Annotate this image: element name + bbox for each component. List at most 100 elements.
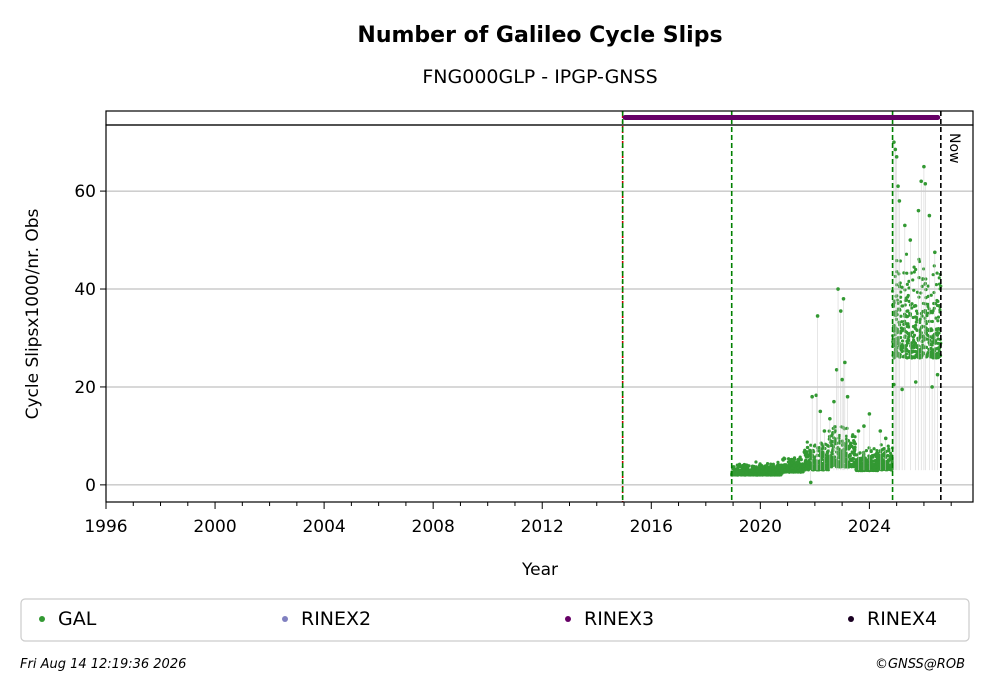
data-point [743,465,747,469]
data-point [853,442,857,446]
data-point [895,298,900,302]
data-point [776,460,780,464]
legend-label: GAL [58,608,97,630]
x-tick-label: 2008 [412,517,455,537]
data-point [838,309,843,313]
data-point [922,164,926,169]
y-tick-label: 40 [74,280,96,300]
data-point [920,277,925,281]
data-point [836,287,840,291]
data-point [935,271,939,275]
data-point [929,293,933,297]
data-point [907,299,911,303]
data-point [844,434,848,438]
data-point [796,459,800,464]
data-point [926,333,930,337]
data-point [803,448,807,452]
data-point [837,447,841,452]
data-point [919,179,923,184]
data-point [912,288,916,292]
data-point [861,458,865,462]
x-tick-label: 2004 [302,517,345,537]
data-point [844,457,849,461]
data-point [872,447,876,451]
data-point [910,341,914,345]
data-point [899,335,903,340]
data-point [933,341,937,345]
data-point [805,451,809,455]
data-point [828,416,832,421]
data-point [914,323,918,327]
data-point [902,322,906,327]
data-point [912,265,916,269]
data-point [914,320,918,324]
data-point [867,412,872,416]
data-point [792,456,797,460]
data-point [924,296,928,300]
x-tick-label: 2012 [521,517,564,537]
data-point [844,442,848,446]
data-point [782,465,786,469]
rinex3-strip [622,115,941,120]
data-point [908,350,912,355]
data-point [904,252,909,256]
data-point [787,462,792,466]
data-point [792,464,796,468]
data-point [764,468,768,473]
data-point [809,443,813,447]
data-point [869,455,873,459]
data-point [737,462,742,466]
data-point [932,332,936,337]
now-label: Now [946,133,962,164]
data-point [853,435,857,439]
data-point [939,284,943,288]
data-point [745,471,749,476]
data-point [862,453,866,457]
data-point [811,458,815,462]
data-point [808,480,813,485]
data-point [887,449,891,453]
data-point [769,462,773,466]
data-point [934,327,938,331]
data-point [848,454,852,458]
data-point [774,473,778,477]
data-point [930,311,934,315]
data-point [935,333,940,337]
data-point [800,470,804,474]
data-point [854,459,858,463]
data-point [864,468,869,473]
data-point [856,429,861,433]
data-point [927,307,931,311]
data-point [811,455,815,459]
data-point [821,445,825,449]
data-point [827,429,831,433]
data-point [734,471,738,476]
data-point [849,457,853,461]
credit: ©GNSS@ROB [874,657,965,672]
data-point [849,441,853,445]
data-point [844,437,849,441]
legend-label: RINEX4 [867,608,937,630]
data-point [841,441,845,445]
data-point [920,314,924,318]
data-point [867,446,871,450]
data-point [904,344,908,348]
data-point [817,461,822,465]
data-point [912,333,917,337]
data-point [757,472,761,476]
data-point [932,290,936,295]
data-point [797,457,801,461]
legend-marker [39,616,45,622]
data-point [931,340,935,344]
data-point [837,433,841,438]
legend-marker [565,616,571,622]
data-point [924,287,928,292]
data-point [843,360,847,365]
data-point [921,345,926,350]
x-tick-label: 2000 [193,517,236,537]
data-point [841,425,845,429]
data-point [754,460,758,464]
data-point [836,462,841,466]
data-point [772,464,776,469]
data-point [826,444,831,448]
